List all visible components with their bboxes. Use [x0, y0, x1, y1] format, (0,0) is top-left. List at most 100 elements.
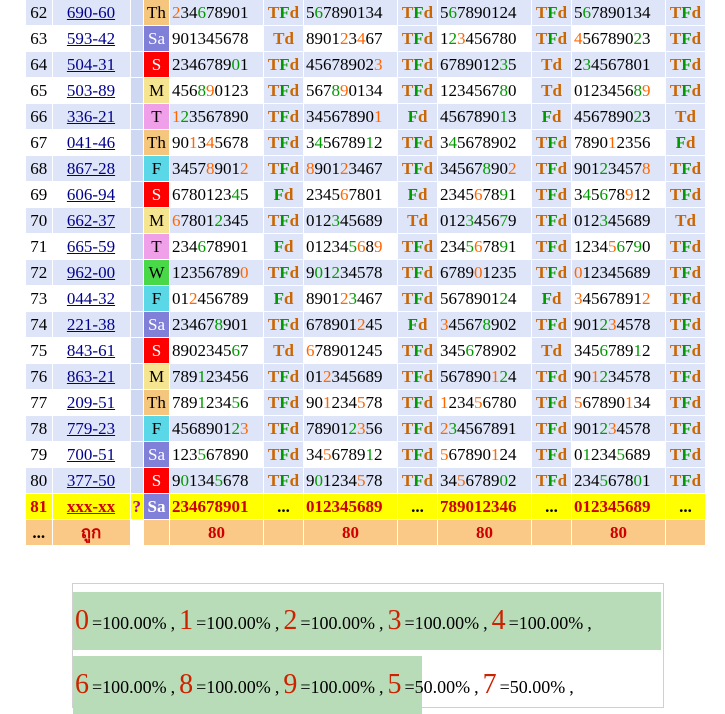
draw-code-cell[interactable]: 690-60 [52, 0, 131, 26]
digit: 8 [599, 393, 609, 412]
digit: 1 [591, 367, 600, 386]
draw-code-link[interactable]: 779-23 [66, 419, 116, 438]
digit: 3 [331, 237, 341, 256]
draw-code-cell[interactable]: 779-23 [52, 415, 131, 442]
tf-letter: F [541, 107, 552, 126]
tf-letter: d [283, 237, 294, 256]
draw-code-cell[interactable]: 221-38 [52, 311, 131, 338]
draw-code-cell[interactable]: 867-28 [52, 155, 131, 182]
draw-code-cell[interactable]: 044-32 [52, 285, 131, 312]
tf-letter: d [423, 393, 434, 412]
draw-code-cell[interactable]: 665-59 [52, 233, 131, 260]
digit: 8 [482, 471, 492, 490]
digit: 0 [180, 471, 190, 490]
day-badge: M [143, 207, 170, 234]
digit: 6 [365, 289, 375, 308]
draw-code-cell[interactable]: 041-46 [52, 129, 131, 156]
draw-code-cell[interactable]: 962-00 [52, 259, 131, 286]
digit: 0 [499, 341, 509, 360]
draw-code-link[interactable]: 665-59 [66, 237, 116, 256]
digit-set: 456789023 [571, 25, 666, 52]
tf-flag: TFd [397, 467, 438, 494]
digit: 5 [348, 367, 358, 386]
draw-code-link[interactable]: 336-21 [66, 107, 116, 126]
draw-code-link[interactable]: 843-61 [66, 341, 116, 360]
tf-letter: T [273, 341, 285, 360]
digit: 4 [582, 341, 592, 360]
marker-cell [130, 77, 144, 104]
digit: 0 [582, 159, 592, 178]
draw-code-cell[interactable]: 843-61 [52, 337, 131, 364]
digit: 4 [608, 211, 617, 230]
digit: 5 [440, 3, 449, 22]
tf-letter: d [557, 29, 568, 48]
digit: 2 [591, 263, 600, 282]
digit: 6 [599, 289, 609, 308]
draw-code-cell[interactable]: 209-51 [52, 389, 131, 416]
tf-letter: d [557, 445, 568, 464]
digit-stat: 7 =50.00%, [483, 669, 578, 701]
digit: 2 [214, 185, 224, 204]
draw-code-link[interactable]: 690-60 [66, 3, 116, 22]
tf-letter: d [423, 445, 434, 464]
digit: 9 [223, 315, 232, 334]
tf-flag: TFd [397, 259, 438, 286]
digit: 9 [474, 3, 483, 22]
draw-code-link[interactable]: 606-94 [66, 185, 116, 204]
digit: 0 [231, 55, 241, 74]
draw-code-link[interactable]: 700-51 [66, 445, 116, 464]
digit: 4 [440, 107, 449, 126]
pending-code-link[interactable]: xxx-xx [66, 497, 116, 516]
draw-code-cell[interactable]: 336-21 [52, 103, 131, 130]
stat-digit: 5 [387, 669, 402, 700]
digit: 3 [457, 29, 466, 48]
draw-code-link[interactable]: 041-46 [66, 133, 116, 152]
draw-code-link[interactable]: 503-89 [66, 81, 116, 100]
tf-letter: d [423, 237, 434, 256]
draw-code-link[interactable]: 209-51 [66, 393, 116, 412]
draw-code-cell[interactable]: 700-51 [52, 441, 131, 468]
draw-code-link[interactable]: 863-21 [66, 367, 116, 386]
digit: 5 [625, 315, 634, 334]
digit: 4 [314, 133, 324, 152]
digit: 3 [348, 29, 358, 48]
draw-code-link[interactable]: 867-28 [66, 159, 116, 178]
digit: 3 [306, 445, 315, 464]
digit: 5 [206, 289, 215, 308]
tf-flag: TFd [665, 337, 706, 364]
stat-separator: , [378, 677, 384, 697]
draw-code-link[interactable]: 662-37 [66, 211, 116, 230]
draw-code-link[interactable]: 593-42 [66, 29, 116, 48]
digit: 8 [340, 55, 349, 74]
digit: 6 [448, 289, 458, 308]
digit: 7 [240, 341, 249, 360]
draw-code-link[interactable]: 962-00 [66, 263, 116, 282]
draw-code-link[interactable]: 504-31 [66, 55, 116, 74]
digit-set: 678012345 [169, 181, 264, 208]
tf-flag: TFd [531, 259, 572, 286]
draw-code-cell[interactable]: 863-21 [52, 363, 131, 390]
digit-set: 123567890 [169, 103, 264, 130]
draw-code-link[interactable]: 044-32 [66, 289, 116, 308]
tf-letter: d [691, 29, 702, 48]
digit: 8 [499, 29, 509, 48]
digit: 6 [214, 289, 224, 308]
draw-code-link[interactable]: 377-50 [66, 471, 116, 490]
digit: 9 [206, 419, 215, 438]
draw-code-cell[interactable]: 606-94 [52, 181, 131, 208]
draw-code-link[interactable]: 221-38 [66, 315, 116, 334]
digit: 2 [642, 289, 651, 308]
row-number: 73 [26, 285, 53, 312]
row-number: 77 [26, 389, 53, 416]
draw-code-cell[interactable]: 593-42 [52, 25, 131, 52]
digit: 3 [642, 107, 651, 126]
pending-code-cell[interactable]: xxx-xx [52, 493, 131, 520]
digit: 1 [440, 393, 449, 412]
digit: 3 [306, 107, 315, 126]
draw-code-cell[interactable]: 662-37 [52, 207, 131, 234]
digit: 3 [214, 367, 224, 386]
digit: 3 [574, 289, 583, 308]
draw-code-cell[interactable]: 504-31 [52, 51, 131, 78]
draw-code-cell[interactable]: 377-50 [52, 467, 131, 494]
draw-code-cell[interactable]: 503-89 [52, 77, 131, 104]
